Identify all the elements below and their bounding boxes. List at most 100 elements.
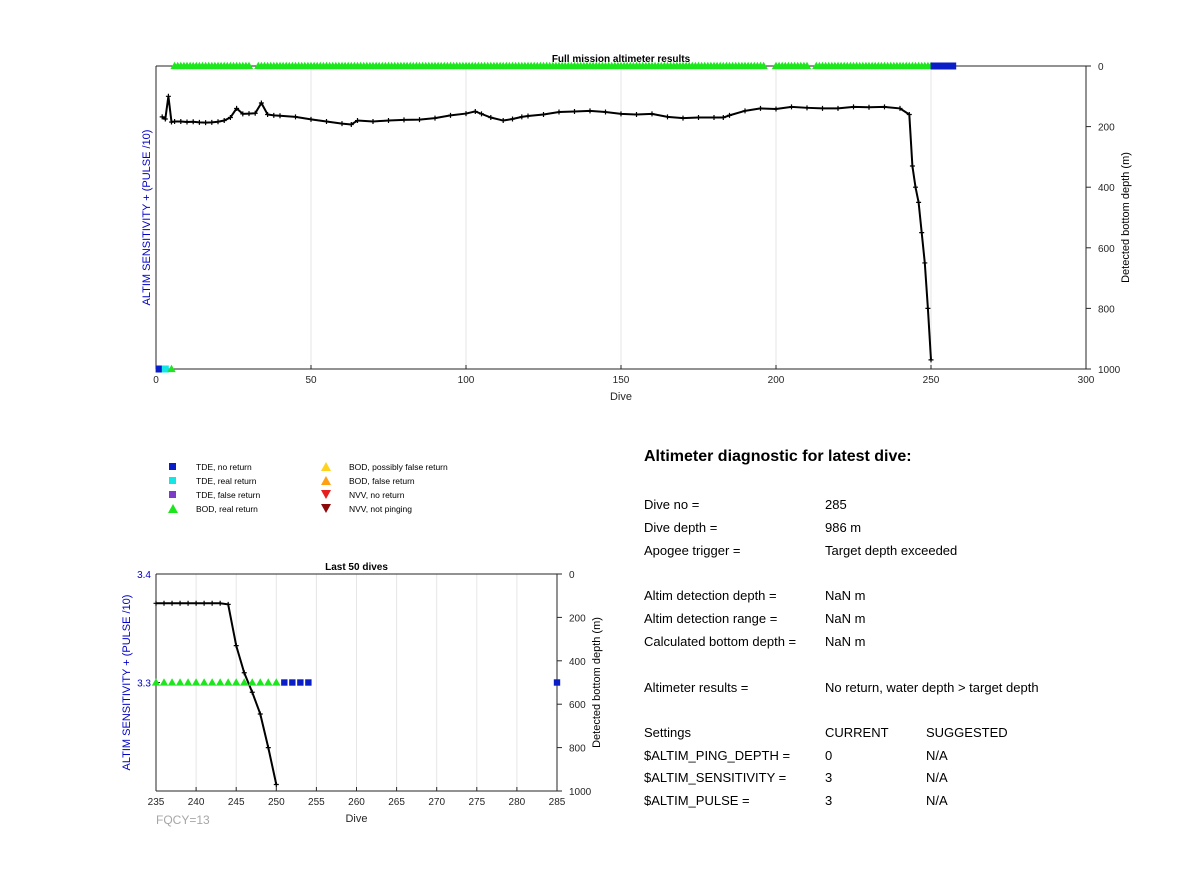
bottom-depth-point bbox=[348, 121, 354, 127]
diag-value: NaN m bbox=[825, 588, 866, 603]
bottom-depth-point bbox=[217, 600, 223, 606]
right-tick-label: 1000 bbox=[1098, 365, 1121, 376]
bod-real-return-marker bbox=[759, 61, 768, 70]
diag-value: 3 bbox=[825, 770, 833, 785]
bottom-depth-point bbox=[925, 305, 931, 311]
x-tick-label: 270 bbox=[428, 797, 445, 808]
bottom-depth-point bbox=[587, 108, 593, 114]
x-tick-label: 250 bbox=[268, 797, 285, 808]
bottom-depth-point bbox=[727, 112, 732, 118]
bottom-depth-point bbox=[696, 115, 701, 121]
bottom-depth-point bbox=[265, 111, 271, 117]
triangle-down-marker-icon bbox=[313, 504, 339, 513]
bod-real-return-marker bbox=[264, 678, 273, 686]
tde-no-return-marker bbox=[553, 679, 561, 686]
tde-no-return-marker bbox=[297, 679, 304, 686]
bod-real-return-marker bbox=[191, 678, 201, 686]
bottom-depth-point bbox=[271, 112, 277, 118]
bottom-depth-point bbox=[153, 600, 159, 606]
diag-label: $ALTIM_SENSITIVITY = bbox=[644, 770, 787, 785]
right-axis-label: Detected bottom depth (m) bbox=[591, 617, 603, 748]
tde-no-return-marker bbox=[281, 679, 288, 686]
x-tick-label: 240 bbox=[188, 797, 205, 808]
right-tick-label: 200 bbox=[569, 613, 586, 624]
bod-real-return-marker bbox=[167, 364, 176, 373]
legend-item-bod-possibly-false: BOD, possibly false return bbox=[313, 460, 448, 473]
bottom-depth-point bbox=[916, 199, 922, 205]
bottom-depth-point bbox=[909, 163, 915, 169]
bottom-depth-point bbox=[720, 115, 726, 121]
x-tick-label: 0 bbox=[153, 375, 159, 386]
legend: TDE, no return TDE, real return TDE, fal… bbox=[160, 460, 500, 520]
bottom-depth-point bbox=[209, 600, 215, 606]
bottom-depth-point bbox=[273, 781, 279, 787]
x-tick-label: 300 bbox=[1078, 375, 1095, 386]
diag-row-detection-range: Altim detection range = NaN m bbox=[644, 611, 1164, 629]
diag-value: NaN m bbox=[825, 634, 866, 649]
bottom-depth-point bbox=[293, 114, 298, 120]
bottom-depth-point bbox=[634, 111, 639, 117]
x-tick-label: 150 bbox=[613, 375, 630, 386]
legend-item-tde-real-return: TDE, real return bbox=[160, 474, 256, 487]
bottom-depth-line bbox=[156, 602, 278, 785]
bod-real-return-marker bbox=[159, 678, 169, 686]
bottom-depth-point bbox=[386, 118, 391, 124]
bottom-depth-point bbox=[258, 100, 264, 106]
bottom-depth-point bbox=[339, 121, 345, 127]
bottom-depth-point bbox=[742, 108, 748, 114]
bod-real-return-marker bbox=[199, 678, 209, 686]
diag-label: Dive depth = bbox=[644, 520, 718, 535]
bottom-depth-point bbox=[618, 111, 624, 117]
legend-label: BOD, possibly false return bbox=[349, 461, 448, 472]
bottom-depth-point bbox=[252, 110, 258, 116]
tde-real-return-marker bbox=[161, 365, 169, 373]
bottom-depth-point bbox=[165, 93, 171, 99]
right-tick-label: 0 bbox=[569, 570, 575, 581]
diag-value: N/A bbox=[926, 770, 948, 785]
square-marker-icon bbox=[160, 490, 186, 499]
left-axis-label: ALTIM SENSITIVITY + (PULSE /10) bbox=[121, 595, 133, 771]
diag-value: No return, water depth > target depth bbox=[825, 680, 1039, 695]
diag-column-header: CURRENT bbox=[825, 725, 889, 740]
legend-label: BOD, false return bbox=[349, 475, 415, 486]
bottom-depth-point bbox=[525, 113, 531, 119]
diagnostic-title: Altimeter diagnostic for latest dive: bbox=[644, 448, 912, 465]
triangle-up-marker-icon bbox=[313, 476, 339, 485]
right-tick-label: 600 bbox=[569, 700, 586, 711]
legend-label: TDE, real return bbox=[196, 475, 257, 486]
bottom-depth-point bbox=[919, 230, 925, 236]
bottom-depth-point bbox=[203, 120, 209, 126]
diag-row-settings-header: Settings CURRENT SUGGESTED bbox=[644, 725, 1164, 743]
bottom-depth-point bbox=[472, 108, 478, 114]
bod-real-return-marker bbox=[248, 678, 257, 686]
bottom-depth-point bbox=[225, 601, 231, 607]
diag-value: NaN m bbox=[825, 611, 866, 626]
legend-item-bod-false-return: BOD, false return bbox=[313, 474, 415, 487]
x-tick-label: 245 bbox=[228, 797, 245, 808]
bottom-depth-point bbox=[603, 109, 608, 115]
bottom-depth-point bbox=[680, 115, 686, 121]
left-axis-label: ALTIM SENSITIVITY + (PULSE /10) bbox=[141, 130, 153, 306]
diag-label: Dive no = bbox=[644, 497, 700, 512]
bottom-depth-point bbox=[159, 114, 165, 120]
bottom-depth-point bbox=[417, 117, 422, 123]
bottom-depth-point bbox=[355, 118, 360, 124]
bottom-depth-point bbox=[178, 118, 184, 124]
legend-label: NVV, no return bbox=[349, 489, 405, 500]
bod-real-return-marker bbox=[215, 678, 225, 686]
diag-label: Altimeter results = bbox=[644, 680, 749, 695]
bottom-depth-point bbox=[221, 118, 227, 124]
bod-real-return-marker bbox=[256, 678, 265, 686]
bottom-depth-point bbox=[201, 600, 207, 606]
diag-column-header: SUGGESTED bbox=[926, 725, 1008, 740]
right-tick-label: 400 bbox=[569, 657, 586, 668]
diag-label: Calculated bottom depth = bbox=[644, 634, 797, 649]
x-axis-label: Dive bbox=[610, 391, 632, 403]
tde-no-return-marker bbox=[949, 62, 957, 70]
bottom-depth-point bbox=[169, 119, 174, 125]
bod-real-return-marker bbox=[167, 678, 177, 686]
bottom-depth-point bbox=[246, 111, 252, 117]
diag-value: N/A bbox=[926, 748, 948, 763]
bottom-depth-point bbox=[249, 689, 255, 695]
x-tick-label: 235 bbox=[148, 797, 165, 808]
